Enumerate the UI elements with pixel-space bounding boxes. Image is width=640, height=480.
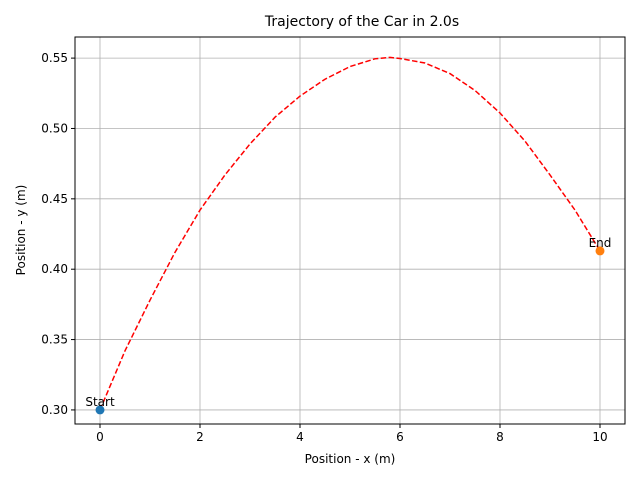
axis-ticks: 0 2 4 6 8 10 0.30 0.35 0.40 0.45 0.50 0.55	[41, 51, 607, 444]
x-tick-label: 4	[296, 430, 304, 444]
points-layer: Start End	[85, 236, 611, 415]
y-tick-label: 0.50	[41, 121, 68, 135]
x-tick-label: 6	[396, 430, 404, 444]
x-tick-label: 8	[496, 430, 504, 444]
y-tick-label: 0.55	[41, 51, 68, 65]
trajectory-line	[99, 56, 601, 411]
start-label: Start	[85, 395, 115, 409]
grid-lines	[75, 37, 625, 424]
y-tick-label: 0.40	[41, 262, 68, 276]
x-tick-label: 2	[196, 430, 204, 444]
y-tick-label: 0.30	[41, 403, 68, 417]
x-tick-label: 0	[96, 430, 104, 444]
series-layer	[99, 56, 601, 411]
chart-title: Trajectory of the Car in 2.0s	[264, 14, 459, 30]
x-tick-label: 10	[592, 430, 607, 444]
x-axis-label: Position - x (m)	[305, 452, 396, 466]
start-point	[95, 405, 105, 415]
plot-frame	[74, 36, 626, 425]
end-label: End	[589, 236, 612, 250]
y-axis-label: Position - y (m)	[14, 185, 28, 276]
y-tick-label: 0.45	[41, 192, 68, 206]
end-point	[595, 246, 605, 256]
y-tick-label: 0.35	[41, 333, 68, 347]
